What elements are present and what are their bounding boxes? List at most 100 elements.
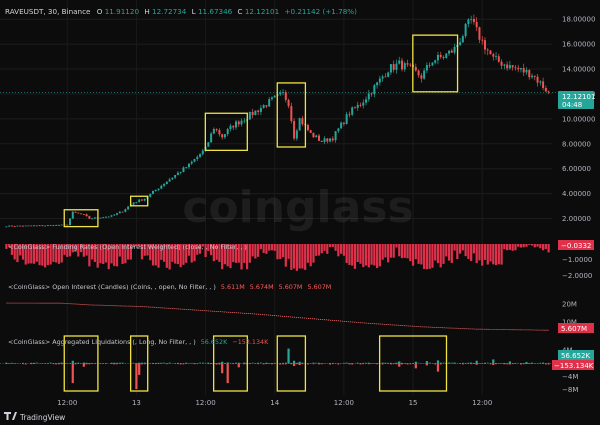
liq-short-bar	[60, 363, 63, 365]
candle-body	[295, 130, 298, 139]
liq-long-bar	[381, 362, 384, 364]
liq-short-bar	[461, 363, 464, 365]
funding-bar	[389, 244, 393, 258]
liq-short-bar	[196, 363, 199, 365]
candle-body	[318, 135, 320, 141]
tradingview-brand[interactable]: TradingView	[4, 412, 65, 422]
funding-bar	[140, 244, 144, 260]
liq-long-bar	[389, 362, 392, 364]
candle-body	[425, 65, 428, 71]
funding-bar	[262, 244, 265, 253]
liq-short-bar	[174, 363, 177, 364]
candle-body	[259, 107, 262, 112]
candle-body	[301, 118, 304, 125]
candle-body	[215, 129, 218, 131]
liq-long-bar	[163, 362, 166, 364]
funding-bar	[362, 244, 365, 268]
funding-rate-series	[5, 244, 550, 271]
candle-body	[143, 198, 146, 201]
open-interest-series	[6, 302, 549, 331]
candle-body	[481, 39, 484, 41]
funding-bar	[44, 244, 47, 268]
liq-long-bar	[365, 362, 367, 364]
funding-bar	[334, 244, 337, 251]
liq-short-bar	[176, 363, 179, 365]
liq-long-bar	[470, 362, 473, 364]
funding-bar	[127, 244, 130, 260]
funding-bar	[539, 244, 542, 249]
funding-bar	[395, 244, 398, 248]
liq-short-bar	[157, 363, 160, 364]
candle-body	[448, 50, 451, 54]
liq-short-bar	[331, 363, 334, 365]
funding-bar	[88, 244, 91, 267]
candle-body	[118, 211, 121, 214]
liq-short-bar	[464, 363, 467, 365]
funding-bar	[295, 244, 298, 271]
candle-body	[434, 60, 437, 63]
candle-body	[13, 226, 16, 227]
oi-value-4: 5.607M	[308, 283, 332, 291]
candle-body	[193, 159, 196, 162]
funding-bar	[536, 244, 539, 247]
liq-short-bar	[381, 363, 384, 365]
liq-short-bar	[359, 363, 362, 365]
funding-bar	[212, 244, 215, 262]
funding-bar	[71, 244, 74, 253]
liq-short-bar	[248, 363, 251, 365]
funding-bar	[196, 244, 199, 255]
funding-bar	[287, 244, 290, 259]
low-label: L	[192, 7, 196, 16]
candle-body	[165, 181, 168, 185]
liq-short-bar	[30, 363, 33, 365]
liq-long-bar	[168, 362, 171, 364]
funding-bar	[528, 244, 531, 245]
liq-tag-short: −153.134K	[554, 362, 594, 370]
liq-short-bar	[403, 363, 406, 365]
tradingview-logo-icon	[4, 412, 17, 420]
liq-short-bar	[514, 363, 517, 364]
funding-bar	[204, 244, 207, 258]
candle-body	[483, 40, 486, 50]
liq-short-bar	[503, 363, 506, 365]
funding-bar	[533, 244, 536, 248]
funding-bar	[77, 244, 80, 257]
funding-bar	[511, 244, 514, 251]
liq-short-bar	[425, 363, 428, 366]
funding-bar	[268, 244, 271, 251]
funding-bar	[492, 244, 495, 265]
funding-bar	[32, 244, 36, 264]
liq-short-bar	[472, 363, 475, 364]
candle-body	[284, 92, 287, 100]
liq-short-bar	[265, 363, 268, 365]
funding-bar	[356, 244, 359, 263]
oi-tag-value: 5.607M	[561, 325, 587, 333]
candle-body	[353, 107, 356, 109]
candle-body	[431, 62, 434, 66]
candle-body	[495, 56, 498, 58]
liq-short-bar	[82, 363, 85, 367]
funding-bar	[519, 244, 523, 248]
price-highlight-box	[63, 209, 99, 228]
change-value: +0.21142 (+1.78%)	[284, 7, 357, 16]
funding-bar	[506, 244, 509, 251]
liq-short-bar	[113, 363, 116, 365]
candle-body	[66, 224, 69, 226]
funding-bar	[171, 244, 174, 262]
candle-body	[257, 110, 260, 112]
price-y-tick: 2.00000	[562, 215, 591, 223]
open-value: 11.91120	[105, 7, 140, 16]
liq-short-bar	[279, 363, 282, 365]
liq-long-bar	[318, 362, 320, 364]
candle-body	[445, 53, 448, 58]
liq-long-bar	[226, 362, 229, 364]
funding-bar	[375, 244, 379, 269]
funding-bar	[497, 244, 500, 265]
liq-short-bar	[373, 363, 376, 364]
candle-body	[279, 92, 282, 95]
liq-long-bar	[367, 362, 370, 364]
candle-body	[376, 82, 379, 86]
liq-long-bar	[257, 362, 260, 364]
liq-short-bar	[55, 363, 58, 365]
